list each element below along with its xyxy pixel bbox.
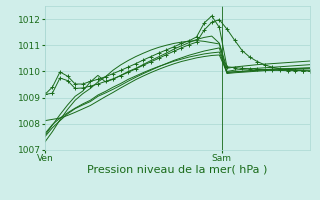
X-axis label: Pression niveau de la mer( hPa ): Pression niveau de la mer( hPa ): [87, 165, 268, 175]
